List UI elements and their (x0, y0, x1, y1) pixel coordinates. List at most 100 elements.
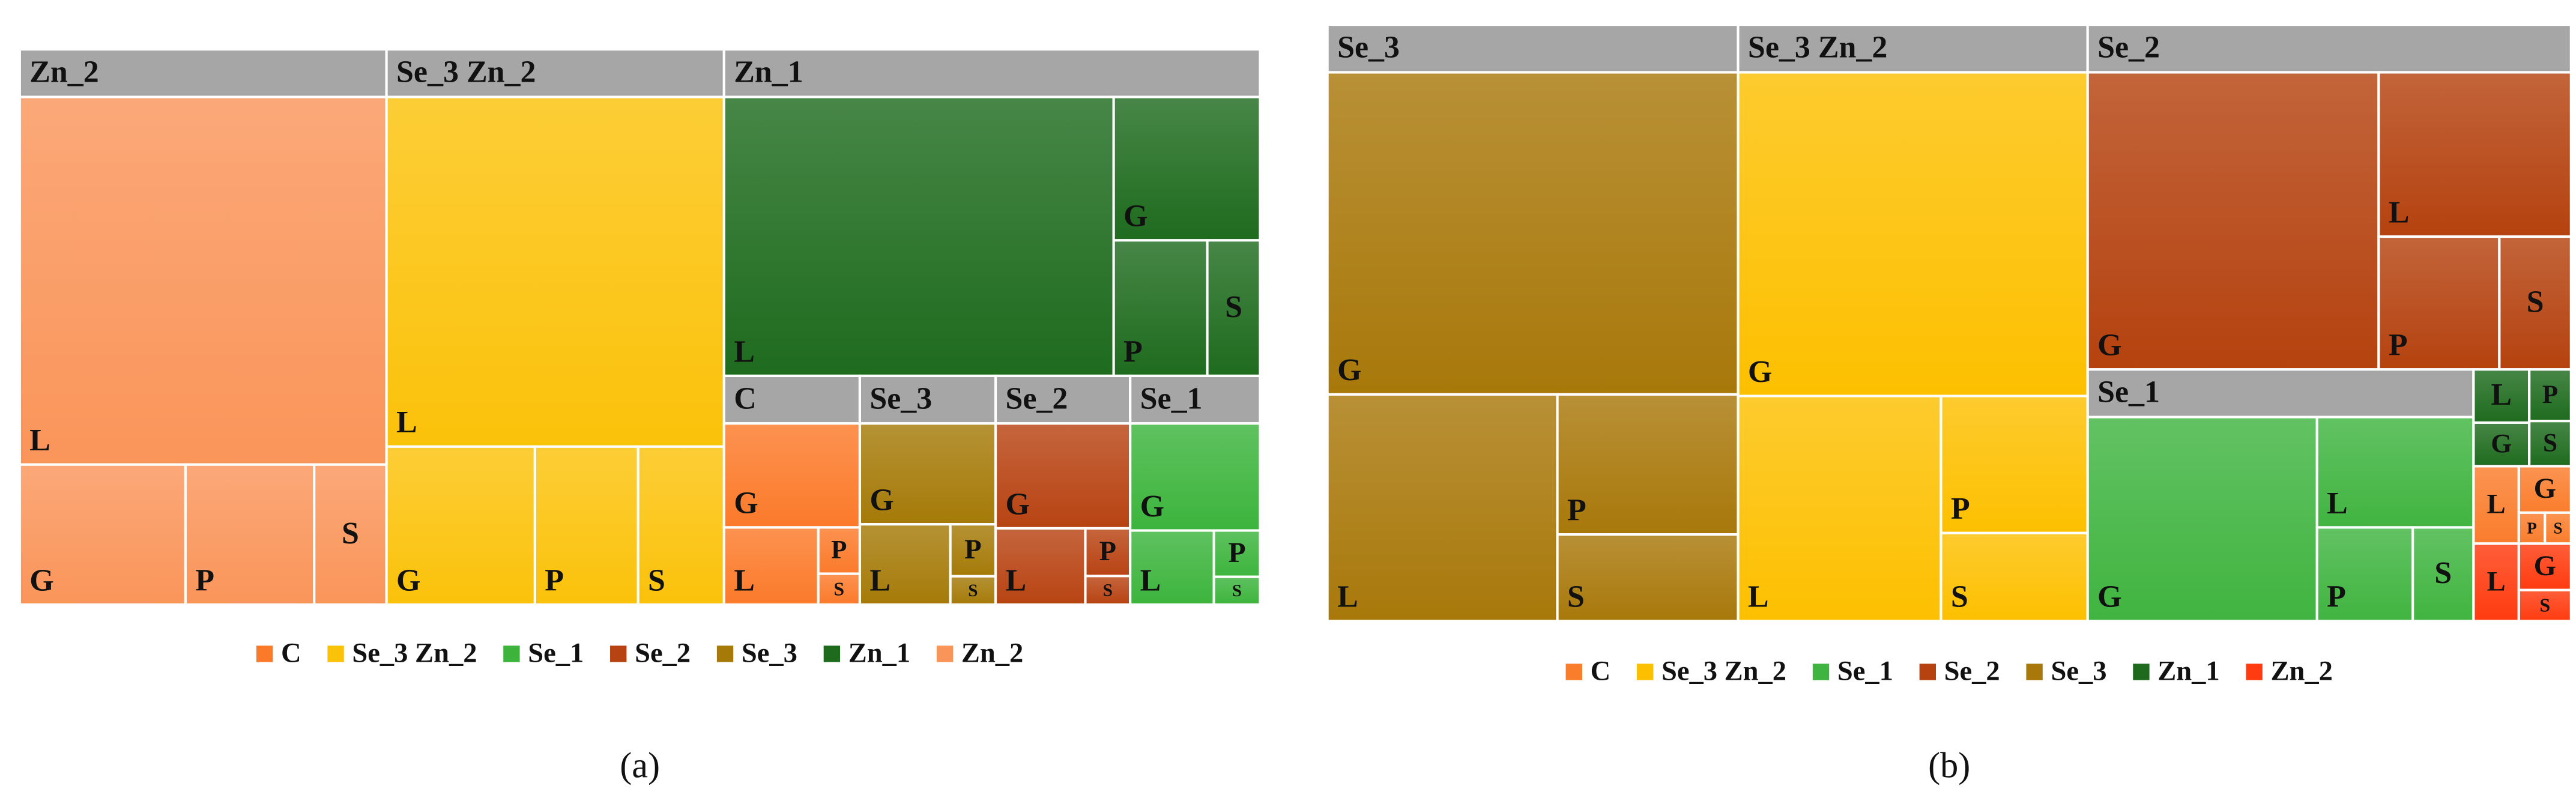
tile-label: S (2543, 429, 2557, 457)
tile (817, 572, 861, 606)
legend-label: Se_1 (1837, 656, 1893, 687)
tile-label: G (2097, 580, 2121, 614)
tile-label: L (1748, 580, 1769, 614)
tile (2315, 416, 2475, 529)
tile-label: G (1123, 199, 1147, 234)
tile (2377, 71, 2572, 238)
tile (949, 575, 997, 606)
group: C G L PS (722, 374, 861, 606)
legend-swatch (1636, 663, 1654, 680)
legend-label: Se_3 Zn_2 (1661, 656, 1786, 687)
tile-label: G (869, 483, 893, 518)
tile (1212, 529, 1262, 578)
tile-label: G (2097, 328, 2121, 363)
tile (2411, 526, 2475, 623)
legend-swatch (936, 645, 954, 662)
tile-label: S (342, 516, 359, 551)
legend-swatch (256, 645, 273, 662)
tile (1112, 239, 1209, 377)
group-label: C (734, 381, 757, 416)
tile-label: P (1099, 536, 1116, 567)
tile-label: G (2534, 550, 2556, 582)
legend: C Se_3 Zn_2 Se_1 Se_2 Se_3 Zn_1 Zn_2 (1565, 656, 2333, 687)
tile (1212, 575, 1262, 606)
caption: (a) (620, 745, 660, 785)
legend-label: Se_3 Zn_2 (352, 638, 477, 668)
legend-label: Se_3 (742, 638, 797, 668)
tile-label: L (29, 423, 50, 458)
tile-label: S (2527, 285, 2544, 319)
tile-label: L (2389, 195, 2410, 229)
tile (1206, 239, 1262, 377)
tile-label: P (1228, 537, 1245, 569)
tile-label: L (2487, 566, 2505, 597)
tile-label: P (545, 563, 564, 597)
tile-label: P (2327, 580, 2346, 614)
tile-label: G (396, 563, 420, 597)
tile-label: L (2327, 486, 2348, 521)
group-label: Se_3 Zn_2 (396, 55, 536, 89)
tile-label: P (1567, 494, 1586, 528)
tile (722, 95, 1115, 377)
tile-label: L (734, 334, 755, 369)
tile-label: L (1337, 580, 1358, 614)
legend-label: Se_2 (1944, 656, 2000, 687)
tile-label: G (1748, 355, 1772, 389)
tile (184, 463, 316, 606)
legend-swatch (716, 645, 734, 662)
tile-label: S (833, 578, 844, 599)
tile-label: L (396, 405, 417, 440)
tile-label: P (831, 536, 847, 564)
tile (949, 523, 997, 578)
group-label: Se_3 Zn_2 (1748, 30, 1887, 64)
tile (1326, 393, 1559, 623)
legend: C Se_3 Zn_2 Se_1 Se_2 Se_3 Zn_1 Zn_2 (256, 638, 1023, 668)
legend-label: C (281, 638, 301, 668)
tile-label: L (2487, 488, 2505, 519)
group: Zn_1 L G P S (722, 48, 1262, 377)
tile (858, 523, 952, 606)
legend-label: Zn_1 (848, 638, 910, 668)
tile (1737, 394, 1943, 623)
group-header (18, 48, 388, 98)
group-header (994, 374, 1132, 425)
tile (2086, 71, 2380, 371)
legend-swatch (2026, 663, 2043, 680)
group-label: Se_3 (869, 381, 932, 416)
tile (2472, 368, 2531, 424)
legend-swatch (327, 645, 344, 662)
tile (2528, 368, 2572, 423)
legend-swatch (2133, 663, 2150, 680)
group: Se_3 G L PS (858, 374, 997, 606)
tile-label: L (1005, 563, 1026, 597)
tile-label: G (734, 486, 758, 521)
tile (385, 95, 725, 448)
group: L GS (2472, 542, 2572, 623)
tile (1940, 531, 2089, 623)
tile (533, 445, 639, 606)
group-header (2086, 23, 2572, 74)
tile-label: S (1567, 580, 1585, 614)
tile-label: P (2542, 381, 2558, 409)
tile (1556, 533, 1740, 623)
tile (636, 445, 725, 606)
legend-label: Zn_2 (2270, 656, 2332, 687)
tile (2472, 465, 2520, 545)
tile (1737, 71, 2089, 397)
tile-label: S (648, 563, 665, 597)
tile (994, 422, 1132, 530)
tile-label: S (1951, 580, 1968, 614)
tile-label: P (195, 563, 214, 597)
tile-label: G (2491, 428, 2512, 458)
tile-label: P (1951, 492, 1970, 526)
tile (1326, 71, 1740, 396)
legend-swatch (1812, 663, 1830, 680)
legend-swatch (503, 645, 520, 662)
tile (18, 463, 187, 606)
group: Se_2 G L PS (994, 374, 1132, 606)
